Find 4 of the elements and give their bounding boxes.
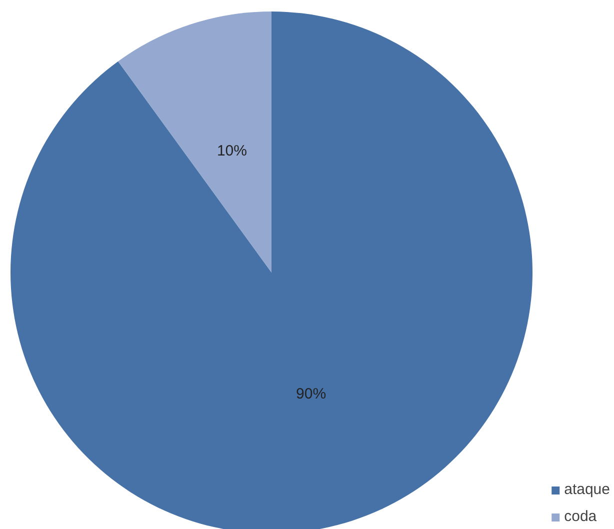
data-label: 90% [296, 386, 326, 403]
legend-label: ataque [564, 481, 610, 498]
legend-label: coda [564, 508, 597, 525]
data-label: 10% [216, 142, 247, 160]
